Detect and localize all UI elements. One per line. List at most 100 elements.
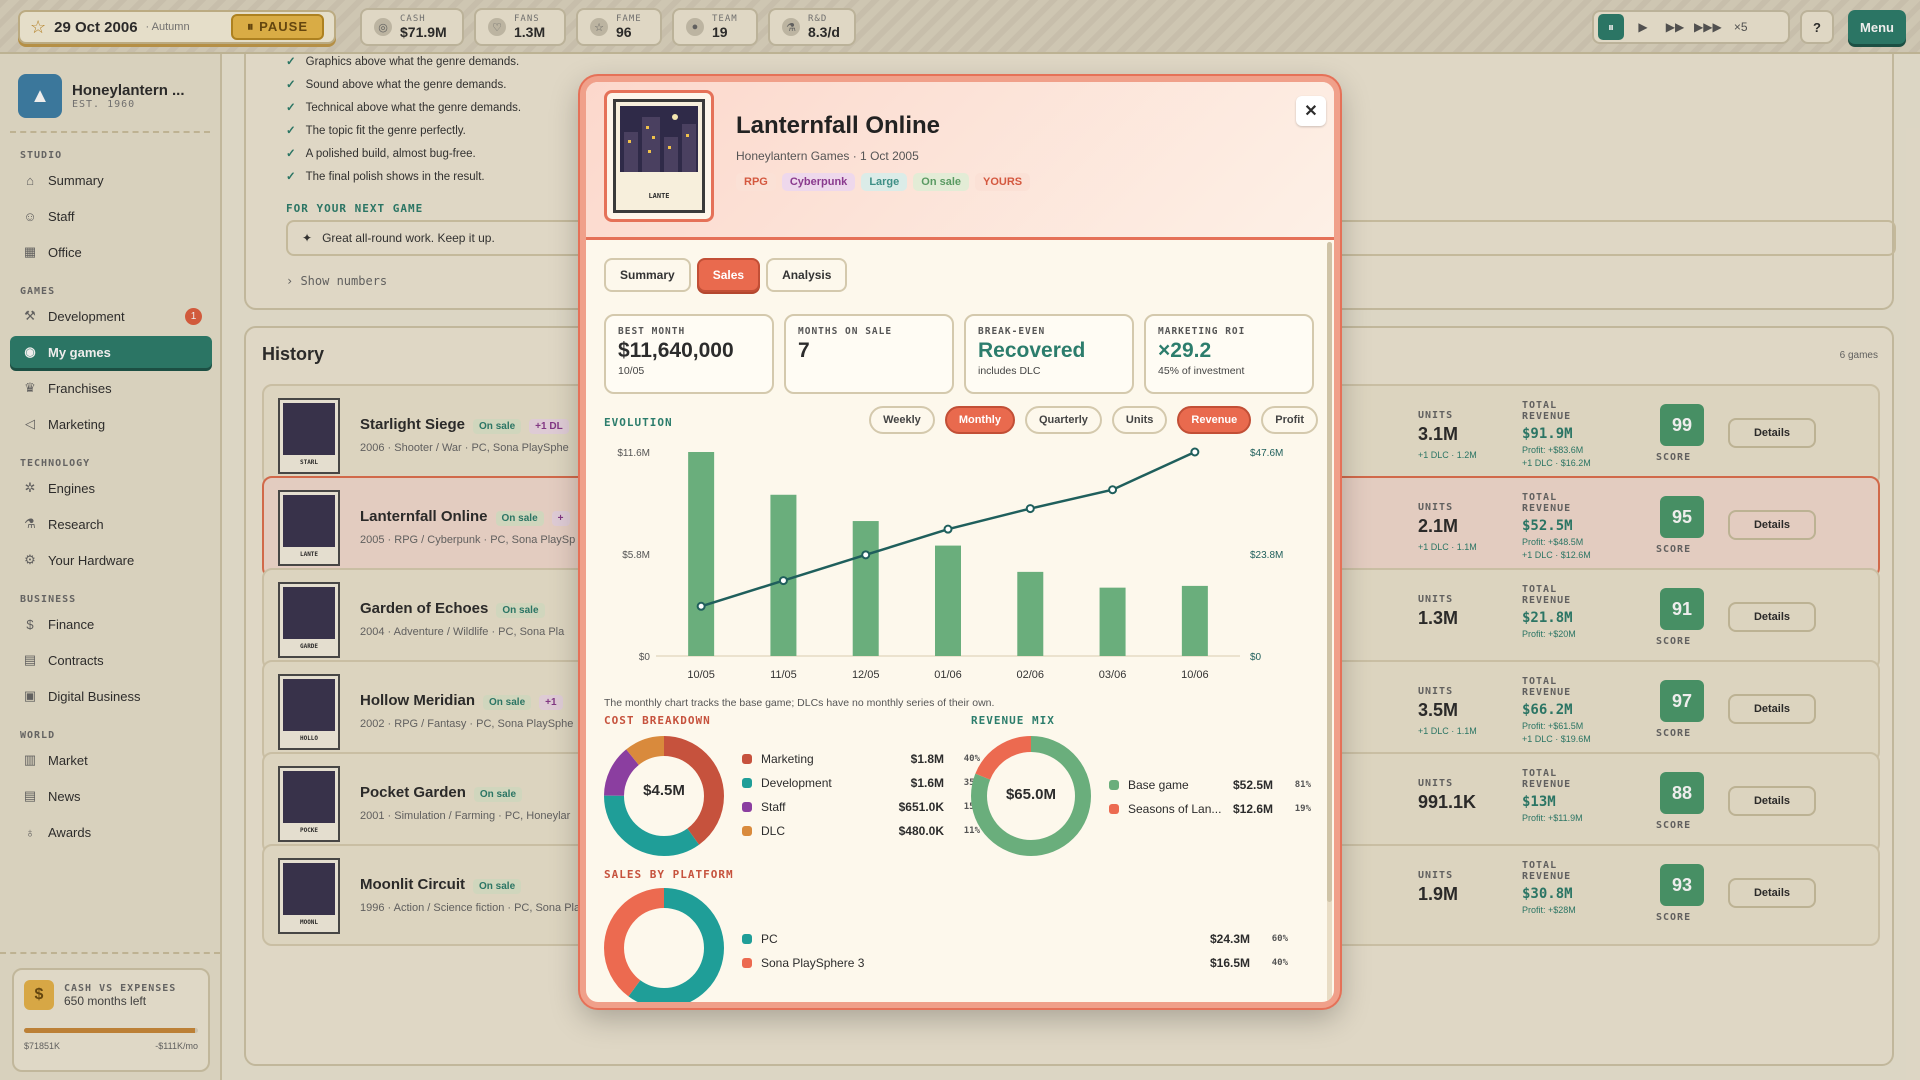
- modal-scrollbar[interactable]: [1327, 242, 1332, 1002]
- details-button[interactable]: Details: [1728, 510, 1816, 540]
- game-title: Starlight Siege: [360, 416, 466, 433]
- revenue-dlc: +1 DLC · $16.2M: [1522, 458, 1591, 468]
- cover-label: STARL: [299, 459, 319, 466]
- stat-label: FANS: [514, 14, 540, 24]
- toggle-weekly[interactable]: Weekly: [869, 406, 935, 434]
- y-tick-label-right: $47.6M: [1250, 448, 1283, 459]
- revenue-details: Profit: +$28M: [1522, 904, 1576, 917]
- score-label: SCORE: [1656, 912, 1692, 923]
- sidebar-item-hardware[interactable]: ⚙ Your Hardware: [10, 544, 212, 576]
- studio-header[interactable]: ▲ Honeylantern ... EST. 1960: [18, 74, 185, 118]
- dlc-badge: +: [551, 511, 570, 526]
- toggle-revenue[interactable]: Revenue: [1177, 406, 1252, 434]
- units-dlc: +1 DLC · 1.1M: [1418, 726, 1477, 736]
- studio-name: Honeylantern ...: [72, 82, 185, 99]
- kpi-value: $11,640,000: [618, 339, 734, 362]
- revenue-label: TOTAL REVENUE: [1522, 400, 1572, 422]
- tab-sales[interactable]: Sales: [696, 258, 761, 292]
- legend-value: $1.8M: [910, 752, 944, 766]
- details-button[interactable]: Details: [1728, 786, 1816, 816]
- x-tick-label: 03/06: [1099, 669, 1127, 681]
- history-panel: History 6 games STARL Starlight Siege On s…: [244, 326, 1894, 1066]
- fast-forward-button[interactable]: ▶▶: [1665, 20, 1685, 34]
- sidebar-item-engines[interactable]: ✲ Engines: [10, 472, 212, 504]
- units-label: UNITS: [1418, 410, 1454, 421]
- line-point: [861, 550, 871, 560]
- stat-fame[interactable]: ☆ FAME 96: [576, 8, 662, 46]
- tab-analysis[interactable]: Analysis: [766, 258, 848, 292]
- stat-label: FAME: [616, 14, 642, 24]
- sidebar-item-office[interactable]: ▦ Office: [10, 236, 212, 268]
- kpi-label: BEST MONTH: [618, 326, 686, 337]
- stat-fans[interactable]: ♡ FANS 1.3M: [474, 8, 566, 46]
- speed-controls: ⏸ ▶ ▶▶ ▶▶▶ ×5: [1592, 10, 1790, 44]
- y-tick-label-left: $0: [639, 652, 651, 663]
- sidebar-item-staff[interactable]: ☺ Staff: [10, 200, 212, 232]
- sidebar-item-contracts[interactable]: ▤ Contracts: [10, 644, 212, 676]
- dollar-icon: $: [26, 616, 34, 632]
- chip-icon: ⚙: [24, 552, 36, 567]
- stat-cash[interactable]: ◎ CASH $71.9M: [360, 8, 464, 46]
- toggle-monthly[interactable]: Monthly: [944, 406, 1015, 434]
- sidebar-item-development[interactable]: ⚒ Development 1: [10, 300, 212, 332]
- score-badge: 93: [1660, 864, 1704, 906]
- pause-button[interactable]: ⏸ PAUSE: [231, 14, 324, 40]
- studio-est: EST. 1960: [72, 99, 136, 110]
- sidebar-item-market[interactable]: ▥ Market: [10, 744, 212, 776]
- evolution-chart: $11.6M $5.8M $0 $47.6M $23.8M $0 10/05 11/05 12/…: [586, 442, 1334, 762]
- legend-percent: 15%: [963, 802, 980, 812]
- cover-art: [283, 403, 335, 455]
- stat-team[interactable]: ● TEAM 19: [672, 8, 758, 46]
- help-button[interactable]: ?: [1800, 10, 1834, 44]
- review-line: Technical above what the genre demands.: [286, 100, 521, 114]
- units-dlc: +1 DLC · 1.1M: [1418, 542, 1477, 552]
- pause-speed-button[interactable]: ⏸: [1598, 14, 1624, 40]
- fastest-button[interactable]: ▶▶▶: [1694, 20, 1722, 34]
- speed-multiplier[interactable]: ×5: [1733, 20, 1748, 34]
- cash-left-value: $71851K: [24, 1041, 61, 1051]
- game-title-line: Moonlit Circuit On sale: [360, 876, 522, 894]
- details-button[interactable]: Details: [1728, 694, 1816, 724]
- show-numbers-toggle[interactable]: › Show numbers: [286, 274, 388, 288]
- sidebar-item-research[interactable]: ⚗ Research: [10, 508, 212, 540]
- sidebar-item-marketing[interactable]: ◁ Marketing: [10, 408, 212, 440]
- legend-swatch: [742, 826, 752, 836]
- cash-vs-expenses-panel[interactable]: $ CASH VS EXPENSES 650 months left $7185…: [12, 968, 210, 1072]
- revenue-details: Profit: +$48.5M +1 DLC · $12.6M: [1522, 536, 1591, 562]
- scrollbar-thumb[interactable]: [1327, 242, 1332, 902]
- stat-rnd[interactable]: ⚗ R&D 8.3/d: [768, 8, 856, 46]
- cover-label: GARDE: [299, 643, 319, 650]
- line-point: [1108, 485, 1118, 495]
- legend-item: Base game $52.5M 81%: [1109, 778, 1315, 792]
- donut-slice: [604, 736, 724, 856]
- menu-button[interactable]: Menu: [1848, 10, 1906, 44]
- modal-header: LANTE Lanternfall Online Honeylantern Ga…: [586, 82, 1334, 240]
- revenue-mix-header: REVENUE MIX: [971, 714, 1055, 727]
- toggle-quarterly[interactable]: Quarterly: [1024, 406, 1102, 434]
- score-badge: 91: [1660, 588, 1704, 630]
- section-games: GAMES: [20, 286, 56, 297]
- sidebar-item-summary[interactable]: ⌂ Summary: [10, 164, 212, 196]
- close-button[interactable]: ✕: [1296, 96, 1326, 126]
- flask-icon: ⚗: [782, 18, 800, 36]
- details-button[interactable]: Details: [1728, 602, 1816, 632]
- sidebar-item-finance[interactable]: $ Finance: [10, 608, 212, 640]
- heart-icon: ♡: [488, 18, 506, 36]
- sidebar-item-my-games[interactable]: ◉ My games: [10, 336, 212, 368]
- units-label: UNITS: [1418, 778, 1454, 789]
- kpi-break-even: BREAK-EVEN Recovered includes DLC: [964, 314, 1134, 394]
- units-dlc: +1 DLC · 1.2M: [1418, 450, 1477, 460]
- revenue-value: $66.2M: [1522, 702, 1573, 718]
- review-line: Graphics above what the genre demands.: [286, 54, 520, 68]
- sidebar-item-news[interactable]: ▤ News: [10, 780, 212, 812]
- game-meta: 2006 · Shooter / War · PC, Sona PlaySphe: [360, 442, 569, 454]
- sidebar-item-digital[interactable]: ▣ Digital Business: [10, 680, 212, 712]
- toggle-profit[interactable]: Profit: [1261, 406, 1318, 434]
- tab-summary[interactable]: Summary: [604, 258, 691, 292]
- play-button[interactable]: ▶: [1638, 20, 1648, 34]
- sidebar-item-franchises[interactable]: ♛ Franchises: [10, 372, 212, 404]
- details-button[interactable]: Details: [1728, 418, 1816, 448]
- toggle-units[interactable]: Units: [1111, 406, 1168, 434]
- sidebar-item-awards[interactable]: ♁ Awards: [10, 816, 212, 848]
- details-button[interactable]: Details: [1728, 878, 1816, 908]
